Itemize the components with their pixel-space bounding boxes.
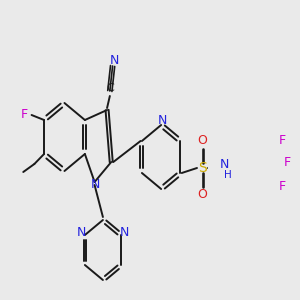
Text: C: C bbox=[107, 83, 114, 93]
Text: O: O bbox=[198, 188, 208, 202]
Text: N: N bbox=[220, 158, 230, 172]
Text: F: F bbox=[21, 109, 28, 122]
Text: N: N bbox=[158, 113, 167, 127]
Text: F: F bbox=[279, 134, 286, 146]
Text: F: F bbox=[284, 157, 291, 169]
Text: F: F bbox=[279, 179, 286, 193]
Text: O: O bbox=[198, 134, 208, 148]
Text: N: N bbox=[109, 55, 119, 68]
Text: N: N bbox=[77, 226, 86, 238]
Text: S: S bbox=[198, 161, 207, 175]
Text: H: H bbox=[224, 170, 231, 180]
Text: N: N bbox=[120, 226, 129, 238]
Text: N: N bbox=[91, 178, 100, 190]
